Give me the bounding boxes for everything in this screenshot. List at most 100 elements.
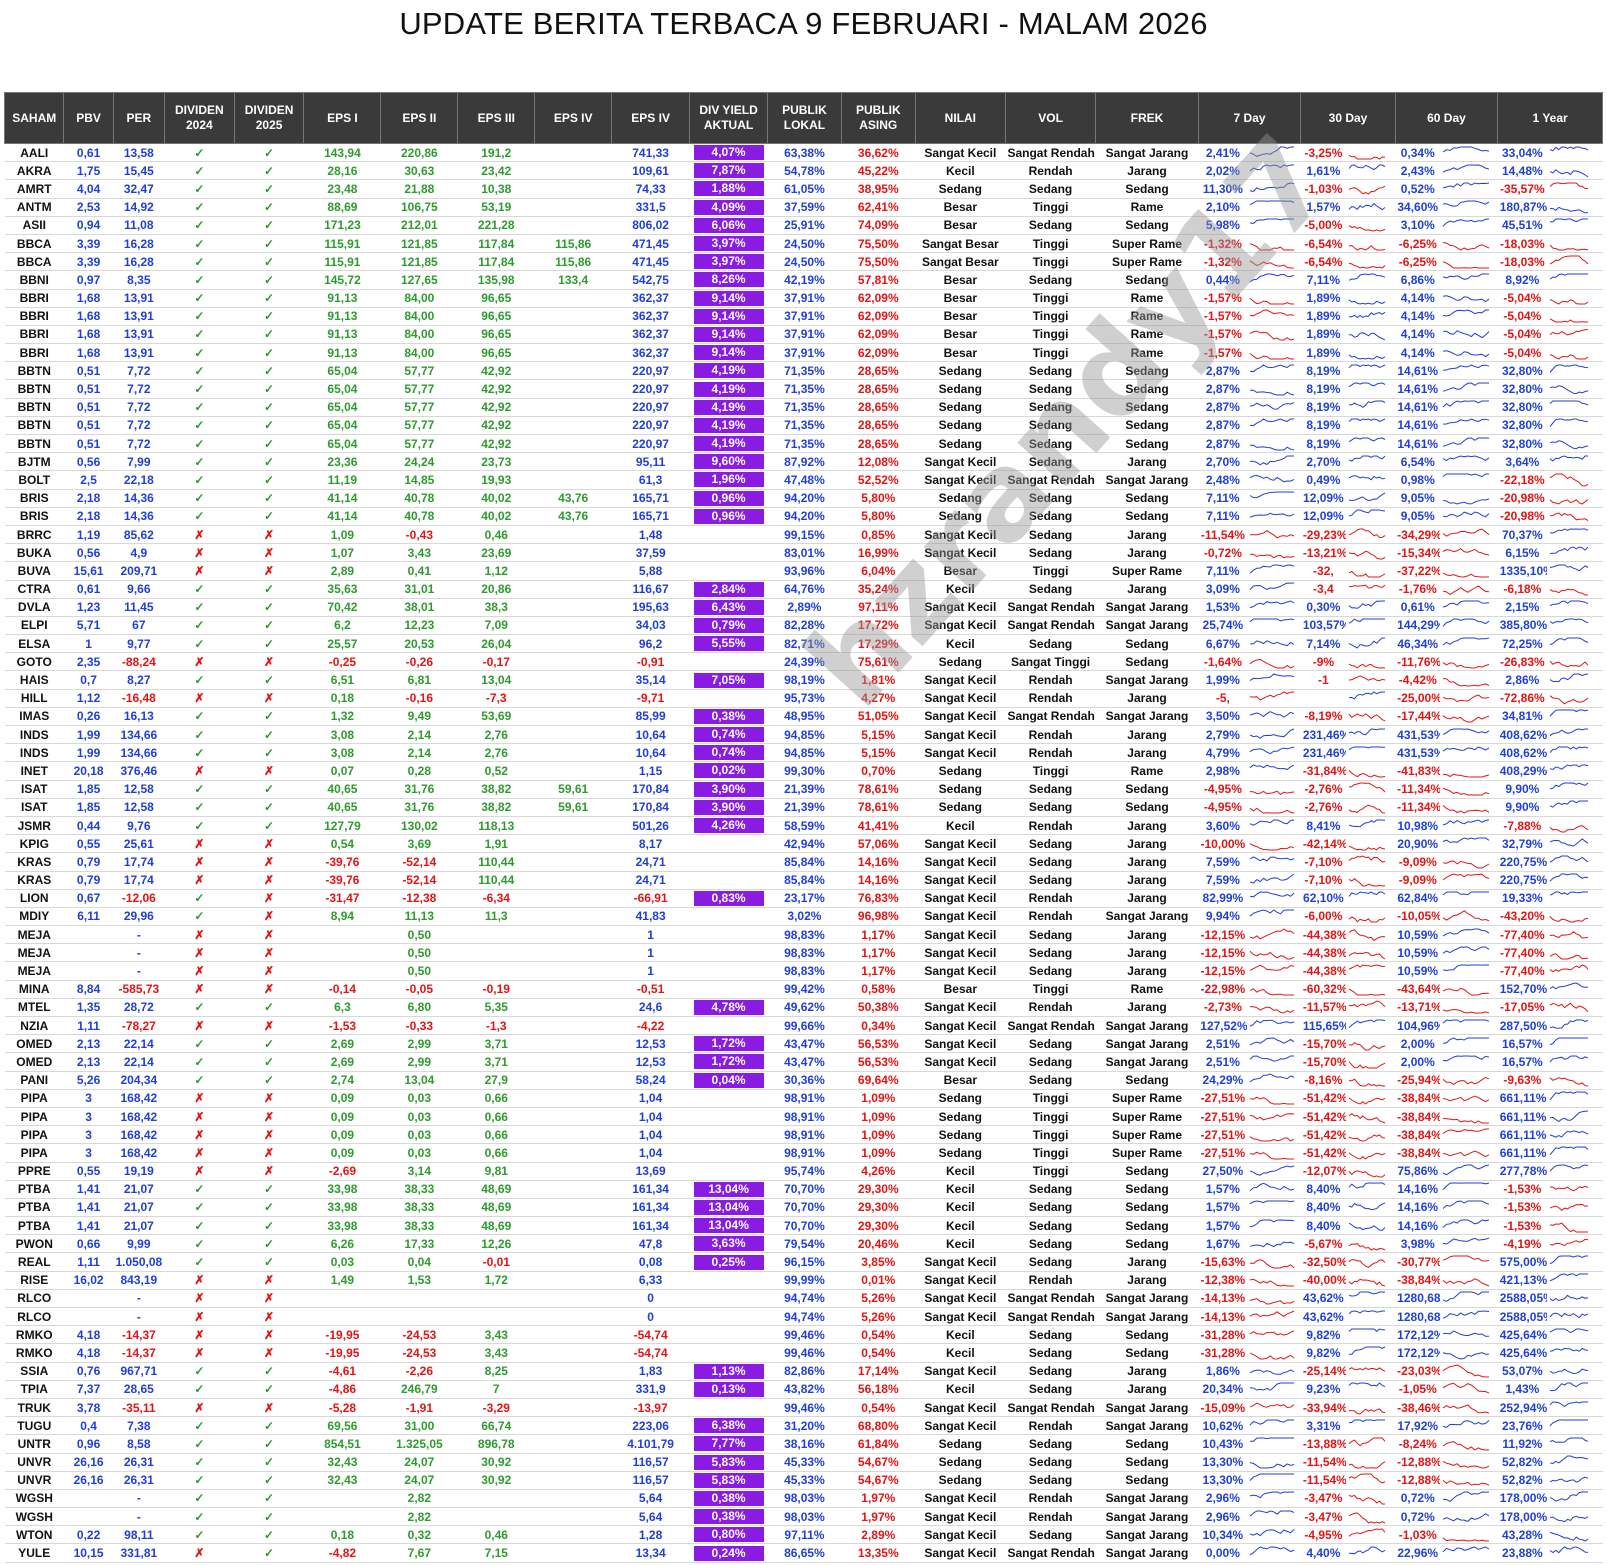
eps-cell — [534, 1016, 612, 1036]
value-cell: 7,72 — [113, 416, 165, 436]
change-cell: 661,11% — [1497, 1107, 1547, 1127]
sparkline — [1440, 1543, 1498, 1563]
sparkline — [1345, 907, 1396, 927]
saham-cell: PTBA — [4, 1180, 64, 1199]
eps-cell: 1,72 — [457, 1271, 535, 1290]
sparkline — [1440, 1052, 1498, 1072]
sparkline — [1546, 980, 1603, 999]
publik-lokal-cell: 96,15% — [767, 1252, 842, 1272]
eps-cell: 24,24 — [380, 452, 458, 472]
change-cell: 62,10% — [1300, 889, 1346, 908]
eps-cell: 23,73 — [457, 452, 535, 472]
eps-cell: 121,85 — [380, 252, 458, 272]
publik-lokal-cell: 37,91% — [767, 307, 842, 326]
sparkline — [1247, 834, 1301, 854]
publik-asing-cell: 1,97% — [841, 1489, 916, 1509]
publik-lokal-cell: 99,42% — [767, 980, 842, 999]
category-cell: Sedang — [1095, 1180, 1199, 1199]
check-icon: ✓ — [234, 1489, 304, 1509]
table-row: BBTN 0,51 7,72 ✓ ✓ 65,04 57,77 42,92 220,97 4,19%… — [4, 398, 1603, 417]
check-icon: ✓ — [164, 1198, 235, 1218]
change-cell: 34,60% — [1395, 198, 1441, 217]
category-cell: Jarang — [1095, 834, 1199, 854]
div-yield-badge: 0,13% — [693, 1381, 764, 1397]
category-cell: Rendah — [1005, 1489, 1096, 1509]
eps-cell: -1,91 — [380, 1398, 458, 1418]
div-yield-badge: 1,88% — [693, 181, 764, 197]
sparkline — [1546, 1525, 1603, 1545]
header-pbv: PBV — [63, 92, 114, 144]
category-cell: Sedang — [1005, 1453, 1096, 1472]
sparkline — [1546, 1107, 1603, 1127]
table-row: BBRI 1,68 13,91 ✓ ✓ 91,13 84,00 96,65 362,37 9,14… — [4, 343, 1603, 363]
value-cell: 331,81 — [113, 1543, 165, 1563]
eps-cell: 10,38 — [457, 179, 535, 199]
change-cell: -6,25% — [1395, 234, 1441, 254]
change-cell: 152,70% — [1497, 980, 1547, 999]
cross-icon: ✗ — [234, 925, 304, 945]
div-yield-badge: 0,74% — [693, 745, 764, 761]
category-cell: Sedang — [1005, 543, 1096, 563]
eps-cell — [534, 1198, 612, 1218]
check-icon: ✓ — [164, 179, 235, 199]
eps-cell: 69,56 — [303, 1416, 381, 1436]
category-cell: Tinggi — [1005, 289, 1096, 308]
change-cell: -43,64% — [1395, 980, 1441, 999]
eps-cell: 38,33 — [380, 1198, 458, 1218]
category-cell: Sangat Jarang — [1095, 1016, 1199, 1036]
cross-icon: ✗ — [234, 561, 304, 581]
saham-cell: RLCO — [4, 1289, 64, 1309]
div-yield-badge: 4,19% — [693, 417, 764, 433]
change-cell: -1,53% — [1497, 1216, 1547, 1236]
div-yield-cell: 4,19% — [689, 416, 768, 436]
value-cell: 3 — [63, 1107, 114, 1127]
category-cell: Rame — [1095, 343, 1199, 363]
div-yield-badge: 5,83% — [693, 1472, 764, 1488]
sparkline — [1247, 1453, 1301, 1472]
saham-cell: BBTN — [4, 434, 64, 454]
value-cell: 26,31 — [113, 1453, 165, 1472]
change-cell: 0,61% — [1395, 598, 1441, 617]
category-cell: Sedang — [1005, 798, 1096, 817]
cross-icon: ✗ — [234, 907, 304, 927]
publik-asing-cell: 17,14% — [841, 1362, 916, 1381]
div-yield-cell: 9,14% — [689, 289, 768, 308]
category-cell: Sedang — [1005, 434, 1096, 454]
value-cell: 1,75 — [63, 161, 114, 181]
change-cell: 2,87% — [1198, 379, 1248, 399]
value-cell: 1,04 — [611, 1125, 690, 1145]
eps-cell: 0,52 — [457, 761, 535, 781]
check-icon: ✓ — [164, 1453, 235, 1472]
div-yield-badge: 3,63% — [693, 1236, 764, 1252]
value-cell: 1,68 — [63, 307, 114, 326]
sparkline — [1345, 161, 1396, 181]
category-cell: Sangat Rendah — [1005, 1307, 1096, 1327]
eps-cell: 127,79 — [303, 816, 381, 836]
sparkline — [1440, 889, 1498, 908]
category-cell: Sedang — [1005, 379, 1096, 399]
sparkline — [1247, 707, 1301, 727]
eps-cell: 3,08 — [303, 725, 381, 745]
category-cell: Rendah — [1005, 1416, 1096, 1436]
publik-lokal-cell: 37,91% — [767, 325, 842, 345]
sparkline — [1546, 1362, 1603, 1381]
change-cell: 2,00% — [1395, 1034, 1441, 1054]
change-cell: 4,14% — [1395, 325, 1441, 345]
category-cell: Jarang — [1095, 725, 1199, 745]
eps-cell: 30,92 — [457, 1453, 535, 1472]
sparkline — [1440, 525, 1498, 545]
category-cell: Super Rame — [1095, 561, 1199, 581]
table-row: BBRI 1,68 13,91 ✓ ✓ 91,13 84,00 96,65 362,37 9,14… — [4, 307, 1603, 326]
eps-cell — [534, 161, 612, 181]
div-yield-badge: 0,38% — [693, 708, 764, 724]
sparkline — [1247, 980, 1301, 999]
change-cell: 172,12% — [1395, 1343, 1441, 1363]
change-cell: 3,60% — [1198, 816, 1248, 836]
publik-asing-cell: 5,80% — [841, 507, 916, 526]
sparkline — [1247, 1034, 1301, 1054]
eps-cell — [534, 1234, 612, 1254]
div-yield-badge: 0,74% — [693, 727, 764, 743]
cross-icon: ✗ — [164, 961, 235, 981]
value-cell: 2,13 — [63, 1052, 114, 1072]
div-yield-cell: 5,83% — [689, 1453, 768, 1472]
